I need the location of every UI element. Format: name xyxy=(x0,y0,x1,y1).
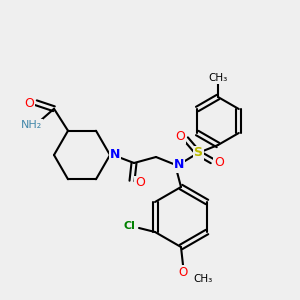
Text: NH₂: NH₂ xyxy=(20,120,42,130)
Text: N: N xyxy=(174,158,184,172)
Text: O: O xyxy=(24,97,34,110)
Text: Cl: Cl xyxy=(123,221,135,231)
Text: O: O xyxy=(135,176,145,190)
Text: O: O xyxy=(214,157,224,169)
Text: O: O xyxy=(178,266,188,278)
Text: CH₃: CH₃ xyxy=(193,274,212,284)
Text: O: O xyxy=(175,130,185,142)
Text: N: N xyxy=(110,148,120,161)
Text: S: S xyxy=(194,146,202,160)
Text: CH₃: CH₃ xyxy=(208,73,228,83)
